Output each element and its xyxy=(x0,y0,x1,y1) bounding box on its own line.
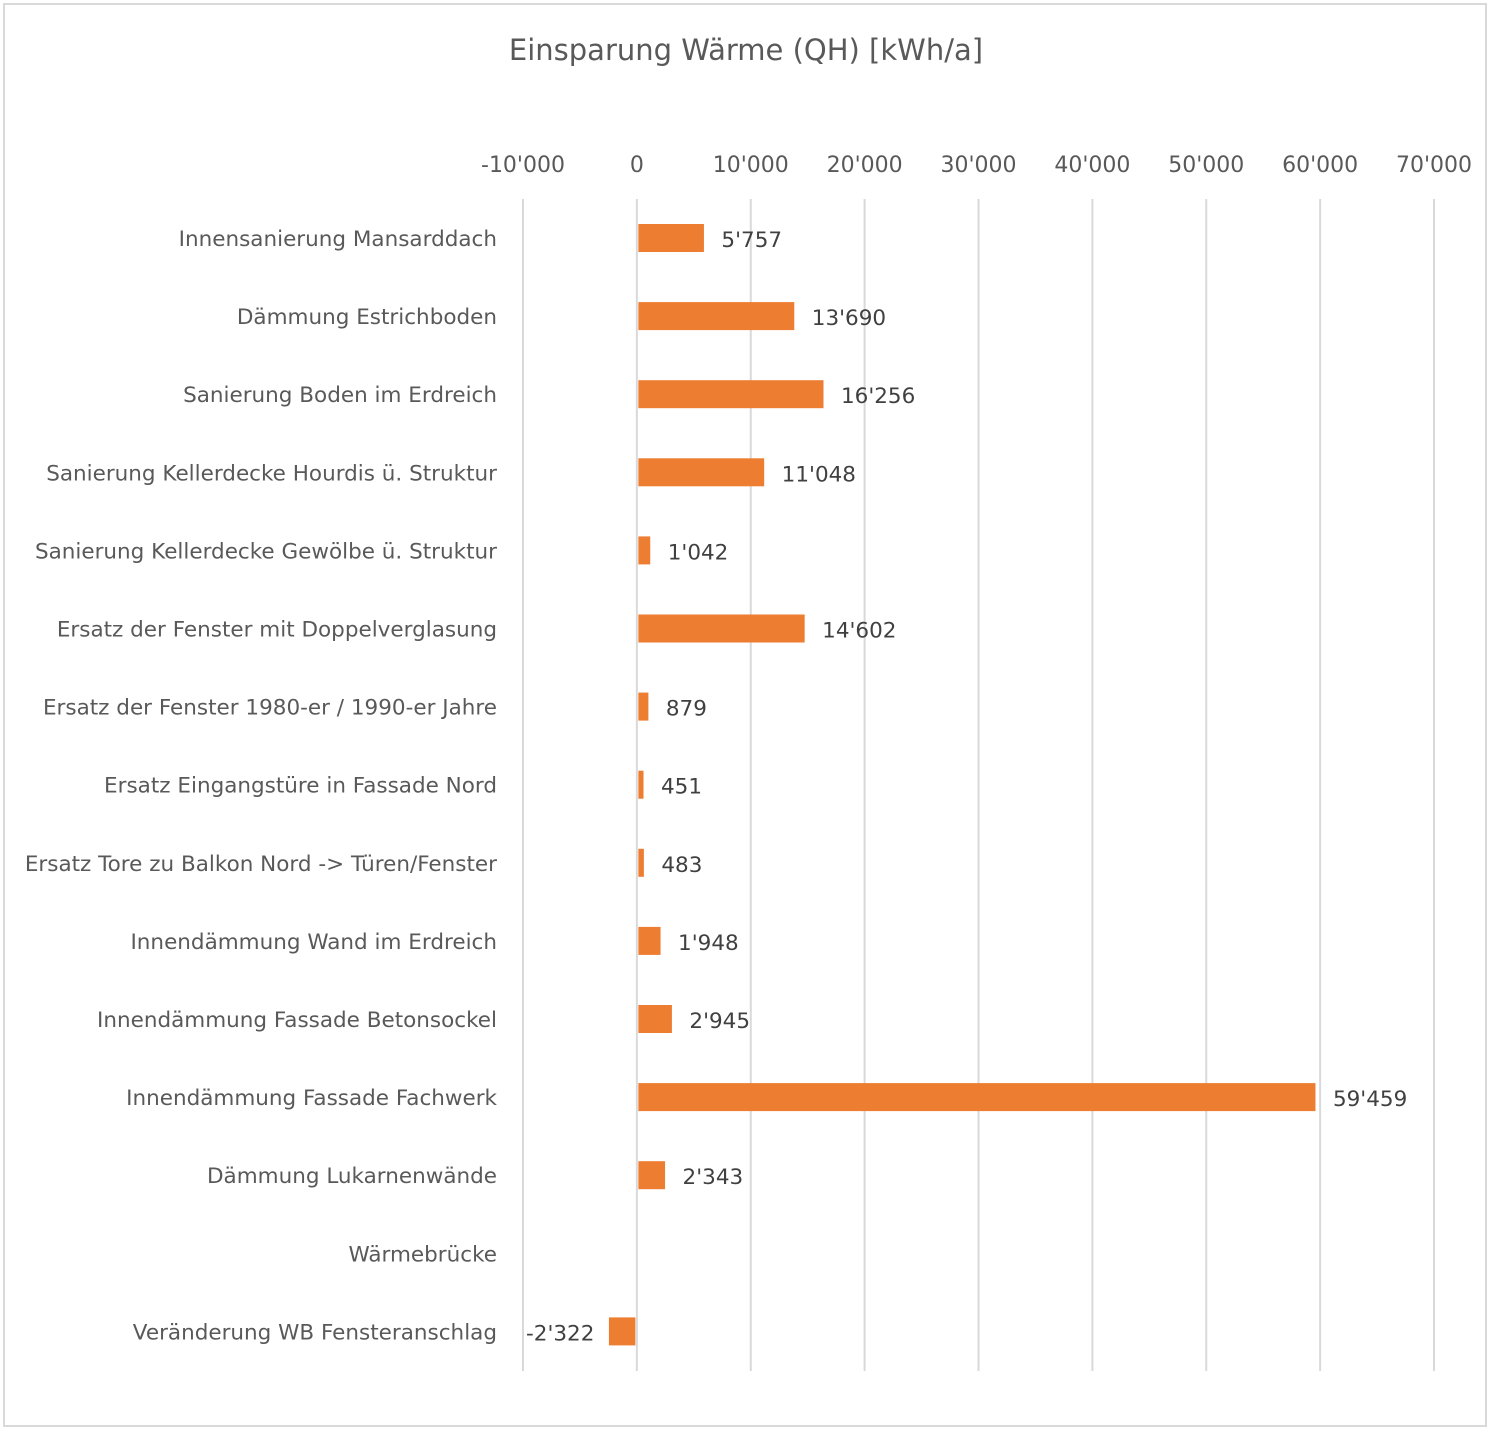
category-labels: Innensanierung Mansarddach Dämmung Estric… xyxy=(25,227,498,1345)
category-label: Innensanierung Mansarddach xyxy=(179,227,497,252)
category-label: Ersatz Tore zu Balkon Nord -> Türen/Fens… xyxy=(25,852,497,877)
x-tick-label: 60'000 xyxy=(1282,153,1358,178)
bar xyxy=(638,614,805,643)
data-label: -2'322 xyxy=(526,1321,594,1346)
chart-frame xyxy=(3,3,1487,1427)
data-label: 2'343 xyxy=(683,1165,744,1190)
category-label: Wärmebrücke xyxy=(348,1242,497,1267)
data-label: 5'757 xyxy=(721,228,782,253)
data-label: 13'690 xyxy=(812,306,886,331)
x-tick-label: 20'000 xyxy=(827,153,903,178)
bar xyxy=(638,1005,672,1033)
data-label: 14'602 xyxy=(822,619,896,644)
x-tick-label: 30'000 xyxy=(940,153,1016,178)
data-label: 16'256 xyxy=(841,384,915,409)
category-label: Ersatz Eingangstüre in Fassade Nord xyxy=(104,774,497,799)
data-label: 59'459 xyxy=(1333,1087,1407,1112)
category-label: Dämmung Lukarnenwände xyxy=(207,1164,497,1189)
category-label: Dämmung Estrichboden xyxy=(237,305,497,330)
data-label: 11'048 xyxy=(782,462,856,487)
bar xyxy=(638,770,644,799)
bar xyxy=(638,380,824,409)
x-tick-label: 10'000 xyxy=(713,153,789,178)
category-label: Innendämmung Fassade Betonsockel xyxy=(97,1008,497,1033)
data-labels: 5'757 13'690 16'256 11'048 1'042 14'602 879 451… xyxy=(526,228,1407,1346)
category-label: Innendämmung Fassade Fachwerk xyxy=(126,1086,497,1111)
bar xyxy=(638,536,651,565)
bars xyxy=(608,224,1316,1346)
category-label: Ersatz der Fenster 1980-er / 1990-er Jah… xyxy=(43,696,497,721)
data-label: 2'945 xyxy=(689,1009,750,1034)
category-label: Sanierung Kellerdecke Gewölbe ü. Struktu… xyxy=(35,539,497,564)
x-tick-label: -10'000 xyxy=(481,153,565,178)
data-label: 1'042 xyxy=(668,540,729,565)
x-tick-label: 40'000 xyxy=(1054,153,1130,178)
bar xyxy=(638,926,661,955)
x-tick-label: 0 xyxy=(630,153,644,178)
chart-title: Einsparung Wärme (QH) [kWh/a] xyxy=(509,33,983,67)
bar xyxy=(638,1083,1316,1112)
data-label: 451 xyxy=(661,775,702,800)
data-label: 483 xyxy=(661,853,702,878)
category-label: Ersatz der Fenster mit Doppelverglasung xyxy=(57,618,497,643)
x-tick-label: 70'000 xyxy=(1396,153,1472,178)
bar xyxy=(638,224,704,252)
data-label: 879 xyxy=(666,697,707,722)
x-tick-label: 50'000 xyxy=(1168,153,1244,178)
category-label: Innendämmung Wand im Erdreich xyxy=(130,930,497,955)
bar xyxy=(638,458,765,487)
category-label: Veränderung WB Fensteranschlag xyxy=(133,1320,497,1345)
data-label: 1'948 xyxy=(678,931,739,956)
bar xyxy=(608,1317,636,1346)
category-label: Sanierung Kellerdecke Hourdis ü. Struktu… xyxy=(46,461,497,486)
bar xyxy=(638,692,649,721)
bar xyxy=(638,1161,666,1190)
gridlines xyxy=(522,199,1435,1371)
x-axis-tick-labels: -10'000 0 10'000 20'000 30'000 40'000 50'000 60… xyxy=(481,153,1472,178)
category-label: Sanierung Boden im Erdreich xyxy=(183,383,497,408)
bar xyxy=(638,848,644,877)
bar xyxy=(638,302,795,331)
